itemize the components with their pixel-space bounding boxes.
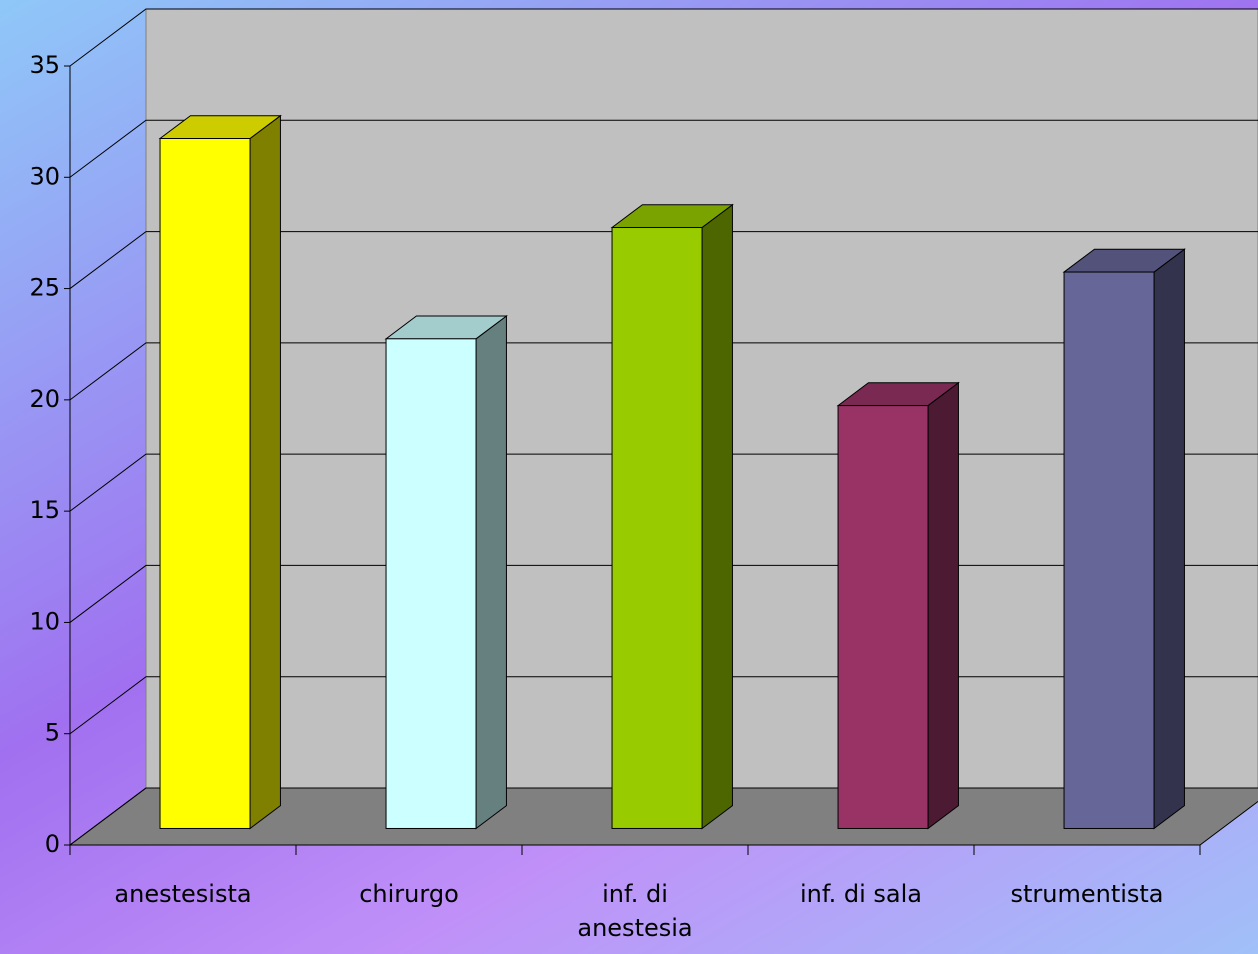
bar-side (1153, 248, 1185, 830)
bar-side (475, 315, 507, 830)
bar (1063, 271, 1155, 829)
grid-line (69, 119, 1258, 178)
x-tick-label: anestesista (114, 880, 252, 908)
x-tick-label: strumentista (1010, 880, 1164, 908)
bar (611, 227, 703, 829)
y-tick-label: 10 (29, 607, 60, 635)
grid-line (69, 231, 1258, 289)
bar-side (701, 203, 733, 830)
y-tick-label: 25 (29, 274, 60, 302)
y-tick-label: 20 (29, 385, 60, 413)
y-tick-label: 5 (45, 719, 60, 747)
bar (385, 338, 477, 829)
x-tick-label: inf. di sala (800, 880, 922, 908)
bar (837, 405, 929, 829)
x-tick-label: inf. di anestesia (577, 880, 693, 942)
x-tick-label: chirurgo (359, 880, 459, 908)
y-tick-label: 15 (29, 496, 60, 524)
y-tick-label: 30 (29, 162, 60, 190)
y-tick-label: 0 (45, 830, 60, 858)
grid-line (69, 342, 1258, 401)
grid-line (69, 8, 1258, 67)
bar-side (927, 381, 959, 830)
bar-side (249, 114, 281, 830)
bar (159, 137, 251, 829)
y-tick-label: 35 (29, 51, 60, 79)
